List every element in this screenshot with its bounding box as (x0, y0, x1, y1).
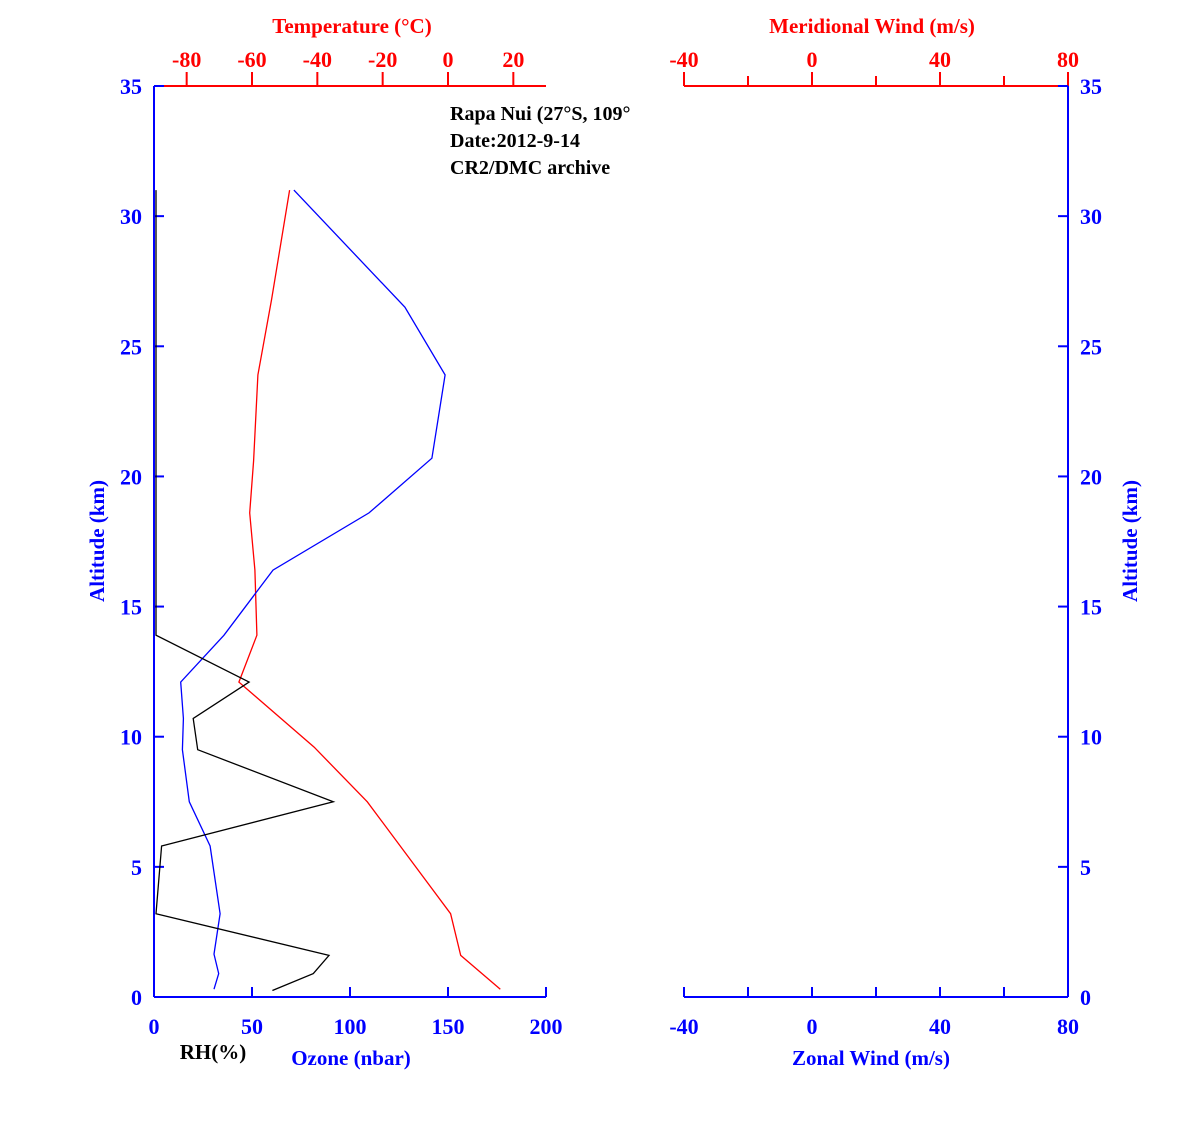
y-axis-tick-label: 0 (1080, 985, 1091, 1010)
right-bottom-axis-title: Zonal Wind (m/s) (792, 1046, 950, 1070)
top-axis-tick-label: -60 (237, 47, 266, 72)
y-axis-tick-label: 10 (1080, 725, 1102, 750)
y-axis-tick-label: 25 (120, 334, 142, 359)
annotation-source: CR2/DMC archive (450, 157, 610, 179)
left-y-axis-title: Altitude (km) (85, 480, 109, 602)
y-axis-tick-label: 5 (131, 855, 142, 880)
left-top-axis-title: Temperature (°C) (272, 14, 431, 38)
ozone-line (180, 189, 446, 990)
top-axis-tick-label: 0 (443, 47, 454, 72)
y-axis-tick-label: 20 (120, 464, 142, 489)
right-y-axis-title: Altitude (km) (1118, 480, 1142, 602)
rh-axis-title: RH(%) (180, 1040, 247, 1064)
y-axis-tick-label: 35 (1080, 74, 1102, 99)
rh-line (155, 190, 336, 992)
y-axis-tick-label: 15 (120, 595, 142, 620)
annotation-date: Date:2012-9-14 (450, 130, 580, 152)
bottom-axis-tick-label: 200 (530, 1014, 563, 1039)
y-axis-tick-label: 20 (1080, 464, 1102, 489)
top-axis-tick-label: -80 (172, 47, 201, 72)
top-axis-tick-label: 0 (807, 47, 818, 72)
bottom-axis-tick-label: 50 (241, 1014, 263, 1039)
y-axis-tick-label: 35 (120, 74, 142, 99)
y-axis-tick-label: 10 (120, 725, 142, 750)
bottom-axis-tick-label: 0 (149, 1014, 160, 1039)
bottom-axis-tick-label: 80 (1057, 1014, 1079, 1039)
bottom-axis-tick-label: 40 (929, 1014, 951, 1039)
top-axis-tick-label: 40 (929, 47, 951, 72)
y-axis-tick-label: 25 (1080, 334, 1102, 359)
right-top-axis-title: Meridional Wind (m/s) (769, 14, 975, 38)
y-axis-tick-label: 0 (131, 985, 142, 1010)
top-axis-tick-label: -40 (303, 47, 332, 72)
y-axis-tick-label: 5 (1080, 855, 1091, 880)
y-axis-tick-label: 15 (1080, 595, 1102, 620)
temperature-line (238, 189, 501, 990)
bottom-axis-tick-label: 150 (432, 1014, 465, 1039)
bottom-axis-tick-label: 100 (334, 1014, 367, 1039)
y-axis-tick-label: 30 (120, 204, 142, 229)
top-axis-tick-label: -20 (368, 47, 397, 72)
y-axis-tick-label: 30 (1080, 204, 1102, 229)
annotation-station: Rapa Nui (27°S, 109° (450, 103, 630, 125)
left-bottom-axis-title: Ozone (nbar) (291, 1046, 411, 1070)
top-axis-tick-label: -40 (669, 47, 698, 72)
top-axis-tick-label: 20 (502, 47, 524, 72)
bottom-axis-tick-label: -40 (669, 1014, 698, 1039)
bottom-axis-tick-label: 0 (807, 1014, 818, 1039)
left-panel: -80 -60 -40 -20 0 200 50 100 150 2000510152025303… (120, 47, 563, 1039)
top-axis-tick-label: 80 (1057, 47, 1079, 72)
